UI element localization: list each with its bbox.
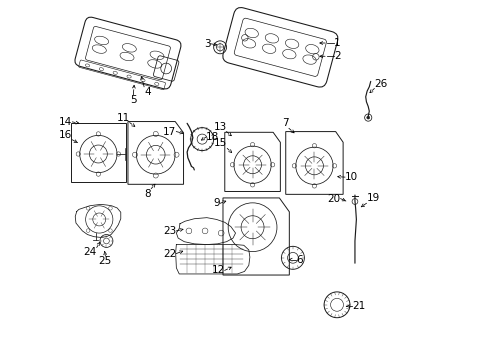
Text: 24: 24 bbox=[83, 247, 97, 257]
Text: 9: 9 bbox=[213, 198, 220, 208]
Text: 21: 21 bbox=[351, 301, 365, 311]
Text: 26: 26 bbox=[373, 78, 387, 89]
Bar bbox=[70, 123, 126, 182]
Text: 4: 4 bbox=[144, 87, 150, 97]
Text: 19: 19 bbox=[366, 193, 379, 203]
Text: 18: 18 bbox=[206, 132, 219, 142]
Text: 5: 5 bbox=[130, 95, 136, 105]
Text: 23: 23 bbox=[163, 226, 176, 236]
Text: 2: 2 bbox=[333, 51, 340, 61]
Text: 25: 25 bbox=[99, 256, 112, 266]
Text: 22: 22 bbox=[163, 248, 176, 258]
Text: 10: 10 bbox=[344, 172, 357, 182]
Text: 17: 17 bbox=[163, 127, 176, 136]
Text: 16: 16 bbox=[59, 130, 72, 140]
Text: 3: 3 bbox=[203, 39, 210, 49]
Text: 12: 12 bbox=[211, 265, 224, 275]
Text: 11: 11 bbox=[116, 113, 129, 123]
Text: 14: 14 bbox=[59, 117, 72, 127]
Text: 13: 13 bbox=[213, 122, 226, 132]
Text: 8: 8 bbox=[144, 189, 151, 199]
Circle shape bbox=[366, 116, 369, 119]
Text: 15: 15 bbox=[214, 139, 227, 148]
Text: 6: 6 bbox=[296, 255, 303, 265]
Text: 1: 1 bbox=[333, 38, 340, 48]
Text: 7: 7 bbox=[282, 118, 288, 129]
Text: 20: 20 bbox=[327, 194, 340, 204]
